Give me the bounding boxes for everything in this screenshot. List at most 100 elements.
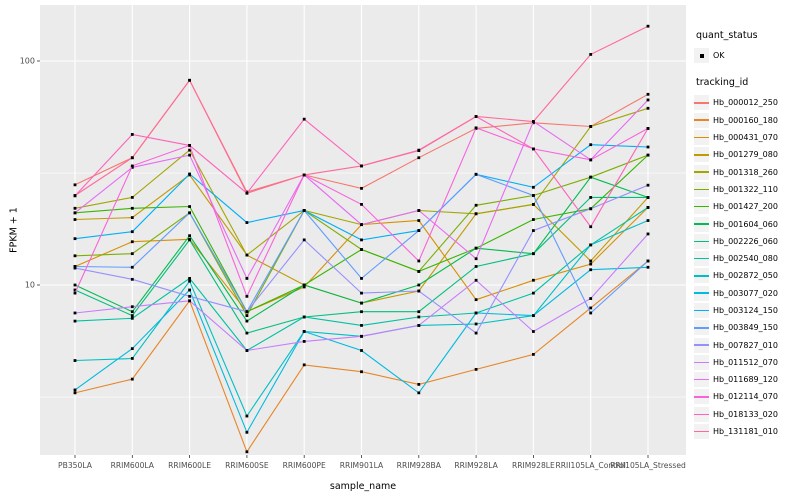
y-tick-labels: 100 10	[20, 57, 35, 290]
data-point	[245, 310, 249, 314]
legend-tracking-items: Hb_000012_250 Hb_000160_180 Hb_000431_070 H…	[694, 94, 800, 440]
data-point	[360, 291, 363, 295]
legend-item: Hb_002872_050	[694, 267, 800, 284]
data-point	[245, 314, 249, 318]
data-point	[130, 314, 134, 318]
data-point	[589, 53, 593, 56]
data-point	[532, 278, 535, 282]
legend-line-swatch	[694, 309, 709, 312]
data-point	[360, 248, 363, 251]
data-point	[130, 316, 134, 320]
data-point	[130, 230, 134, 234]
data-point	[646, 145, 650, 149]
data-point	[532, 185, 535, 189]
legend-item-label: Hb_001322_110	[713, 184, 778, 194]
legend-item: Hb_000160_180	[694, 112, 800, 129]
legend-key-box	[694, 303, 709, 318]
data-point	[245, 450, 249, 454]
data-point	[646, 127, 650, 130]
data-point	[532, 229, 535, 232]
data-point	[73, 291, 77, 295]
data-point	[188, 143, 191, 147]
legend-item: Hb_001427_200	[694, 198, 800, 215]
legend-item-label: Hb_011689_120	[713, 375, 778, 385]
series-Hb_003077_020	[73, 265, 650, 434]
x-tick-label: RRIM928LA	[454, 461, 498, 470]
data-point	[474, 265, 478, 268]
data-point	[245, 331, 249, 335]
legend-item-ok: OK	[694, 47, 800, 64]
data-point	[73, 254, 77, 258]
data-point	[589, 306, 593, 310]
legend-line-swatch	[694, 413, 709, 416]
data-point	[532, 252, 535, 256]
data-point	[474, 322, 478, 326]
data-point	[417, 219, 421, 222]
data-point	[130, 164, 134, 168]
data-point	[130, 165, 134, 169]
data-point	[73, 283, 77, 287]
data-point	[646, 106, 650, 110]
legend-item: Hb_012114_070	[694, 388, 800, 405]
legend-key-box	[694, 372, 709, 388]
x-tick-label: RRII105LA_Control	[556, 461, 626, 470]
data-point	[646, 98, 650, 102]
data-point	[532, 218, 535, 221]
data-point	[646, 232, 650, 236]
legend-item: Hb_011689_120	[694, 371, 800, 388]
data-point	[646, 153, 650, 157]
x-axis-title: sample_name	[329, 481, 397, 492]
data-point	[73, 206, 77, 210]
legend-item: Hb_002540_080	[694, 250, 800, 267]
data-point	[302, 315, 306, 319]
data-point	[417, 283, 421, 287]
data-point	[302, 340, 306, 343]
x-tick-label: RRIM901LA	[340, 461, 384, 470]
data-point	[73, 266, 77, 270]
legend-item: Hb_001279_080	[694, 146, 800, 163]
data-point	[646, 259, 650, 263]
legend-item: Hb_000012_250	[694, 94, 800, 111]
data-point	[302, 330, 306, 333]
legend-item-label: Hb_018133_020	[713, 409, 778, 419]
data-point	[360, 324, 363, 327]
legend-item: Hb_003849_150	[694, 319, 800, 336]
legend-item-label: Hb_007827_010	[713, 340, 778, 350]
data-point	[646, 219, 650, 222]
data-point	[417, 315, 421, 319]
data-point	[646, 206, 650, 209]
x-tick-label: RRIM600PE	[283, 461, 326, 470]
legend-key-box	[694, 147, 709, 163]
legend-item: Hb_003124_150	[694, 302, 800, 319]
data-point	[130, 240, 134, 244]
data-point	[360, 238, 363, 242]
data-point	[73, 218, 77, 221]
legend-item-label: Hb_003077_020	[713, 288, 778, 298]
data-point	[589, 158, 593, 162]
data-point	[188, 294, 191, 298]
data-point	[589, 125, 593, 128]
data-point	[245, 294, 249, 298]
data-point	[245, 430, 249, 434]
data-point	[589, 143, 593, 147]
data-point	[188, 205, 191, 208]
data-point	[360, 202, 363, 206]
data-point	[73, 319, 77, 323]
data-point	[188, 238, 191, 242]
data-point	[417, 289, 421, 293]
data-point	[188, 288, 191, 292]
legend-item-label: Hb_131181_010	[713, 427, 778, 437]
data-point	[302, 285, 306, 289]
data-point	[589, 196, 593, 199]
data-point	[417, 324, 421, 327]
data-point	[245, 349, 249, 352]
x-tick-label: RRII105LA_Stressed	[610, 461, 686, 470]
data-point	[646, 92, 650, 96]
data-point	[417, 156, 421, 160]
data-point	[130, 377, 134, 381]
data-point	[417, 382, 421, 386]
data-point	[589, 175, 593, 179]
data-point	[360, 370, 363, 374]
data-point	[360, 164, 363, 168]
data-point	[73, 265, 77, 268]
